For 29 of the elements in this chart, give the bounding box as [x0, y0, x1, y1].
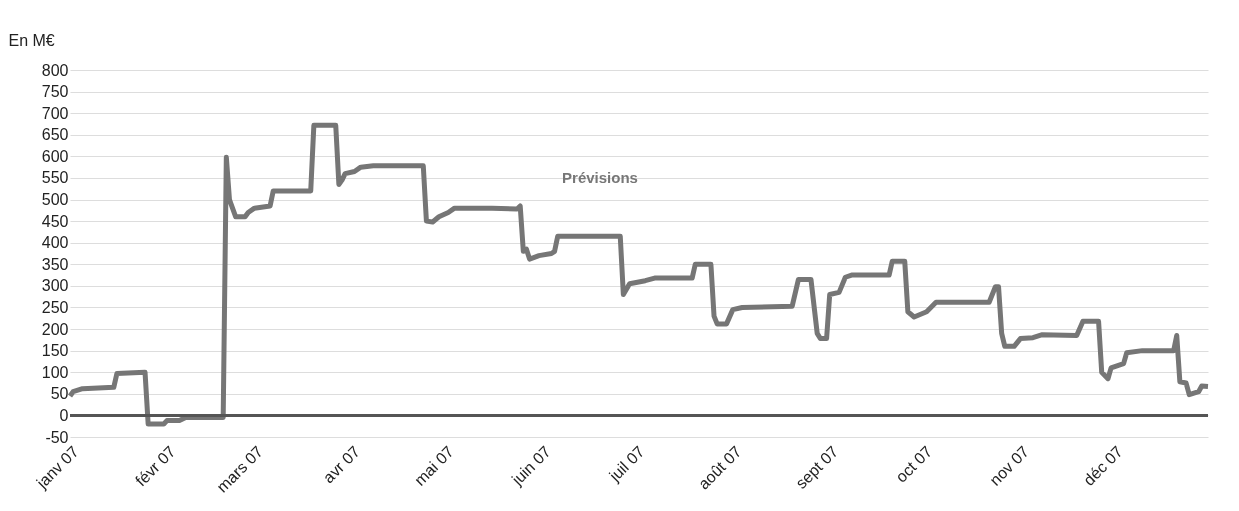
y-tick-label: 500 — [41, 191, 69, 209]
y-tick-label: -50 — [45, 428, 69, 446]
y-tick-label: 600 — [41, 147, 69, 165]
annotation: Prévisions — [562, 169, 638, 186]
x-tick-label: févr 07 — [132, 442, 179, 490]
y-axis-title: En M€ — [8, 31, 55, 49]
y-tick-label: 750 — [41, 83, 69, 101]
x-tick-label: juin 07 — [507, 442, 554, 489]
y-tick-label: 800 — [41, 61, 69, 79]
x-tick-label: avr 07 — [319, 442, 364, 487]
y-tick-label: 50 — [50, 385, 69, 403]
y-tick-label: 450 — [41, 212, 69, 230]
y-tick-label: 550 — [41, 169, 69, 187]
y-tick-label: 700 — [41, 104, 69, 122]
y-tick-label: 350 — [41, 255, 69, 273]
y-tick-label: 400 — [41, 234, 69, 252]
y-tick-label: 300 — [41, 277, 69, 295]
y-tick-label: 200 — [41, 320, 69, 338]
y-tick-label: 150 — [41, 342, 69, 360]
x-tick-label: déc 07 — [1080, 442, 1127, 489]
y-tick-label: 250 — [41, 298, 69, 316]
x-tick-label: sept 07 — [792, 442, 842, 492]
x-tick-label: juil 07 — [605, 442, 648, 486]
x-tick-label: nov 07 — [986, 442, 1033, 489]
x-tick-label: oct 07 — [892, 442, 936, 486]
y-tick-label: 0 — [59, 406, 69, 424]
y-tick-label: 100 — [41, 363, 69, 381]
y-tick-label: 650 — [41, 126, 69, 144]
x-tick-label: mai 07 — [410, 442, 458, 489]
